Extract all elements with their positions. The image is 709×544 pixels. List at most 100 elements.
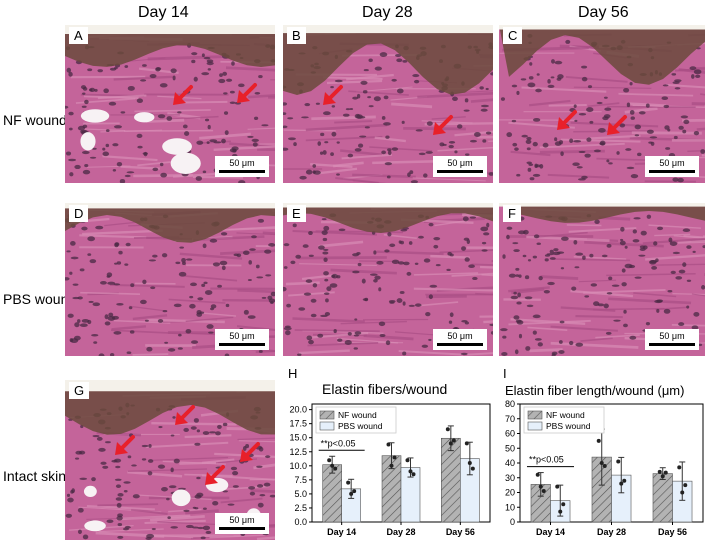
collagen-fiber <box>437 146 493 152</box>
cell-nucleus <box>480 104 489 108</box>
cell-nucleus <box>302 244 309 248</box>
data-point <box>445 427 450 432</box>
cell-nucleus <box>574 266 580 269</box>
data-point <box>467 461 472 465</box>
cell-nucleus <box>116 261 122 265</box>
background-clear-area <box>283 203 493 208</box>
cell-nucleus <box>287 137 296 141</box>
cell-nucleus <box>256 276 264 279</box>
cell-nucleus <box>619 123 626 128</box>
collagen-fiber <box>184 275 238 282</box>
panel-letter: B <box>287 27 306 44</box>
cell-nucleus <box>222 71 228 76</box>
collagen-fiber <box>315 230 404 234</box>
adipose-vacuole <box>80 132 96 151</box>
cell-nucleus <box>524 296 533 300</box>
y-tick-label: 40 <box>505 458 515 468</box>
cell-nucleus <box>248 260 252 265</box>
cell-nucleus <box>480 108 488 112</box>
cell-nucleus <box>89 87 96 93</box>
cell-nucleus <box>230 466 238 471</box>
panel-letter: E <box>287 205 306 222</box>
collagen-fiber <box>185 509 219 515</box>
cell-nucleus <box>514 147 519 151</box>
cell-nucleus <box>136 133 143 138</box>
data-point <box>346 480 351 485</box>
cell-nucleus <box>203 56 211 60</box>
cell-nucleus <box>247 278 252 282</box>
cell-nucleus <box>611 284 620 287</box>
cell-nucleus <box>449 312 454 318</box>
cell-nucleus <box>408 241 413 245</box>
cell-nucleus <box>166 116 173 121</box>
collagen-fiber <box>256 536 275 540</box>
cell-nucleus <box>571 286 577 291</box>
data-point <box>535 472 540 477</box>
cell-nucleus <box>668 237 673 243</box>
collagen-fiber <box>587 134 641 140</box>
collagen-fiber <box>214 452 275 458</box>
cell-nucleus <box>525 346 531 351</box>
cell-nucleus <box>575 342 584 347</box>
cell-nucleus <box>104 314 109 320</box>
cell-nucleus <box>202 525 211 531</box>
cell-nucleus <box>337 338 343 342</box>
red-arrow-icon <box>237 83 257 103</box>
cell-nucleus <box>323 225 330 231</box>
collagen-fiber <box>292 229 377 236</box>
x-tick-label: Day 28 <box>597 527 626 537</box>
scale-bar-line <box>649 170 695 173</box>
cell-nucleus <box>481 241 487 245</box>
cell-nucleus <box>629 82 633 86</box>
cell-nucleus <box>701 285 705 290</box>
cell-nucleus <box>77 529 82 535</box>
data-point <box>663 470 668 475</box>
cell-nucleus <box>639 247 646 251</box>
cell-nucleus <box>613 319 621 322</box>
cell-nucleus <box>506 234 510 240</box>
red-arrow-icon <box>323 85 343 105</box>
collagen-fiber <box>696 127 705 131</box>
cell-nucleus <box>103 88 109 94</box>
cell-nucleus <box>72 296 80 300</box>
cell-nucleus <box>84 99 89 105</box>
cell-nucleus <box>229 101 236 105</box>
collagen-fiber <box>529 99 571 107</box>
cell-nucleus <box>558 350 565 354</box>
cell-nucleus <box>253 116 259 121</box>
scale-bar-label: 50 μm <box>447 158 473 168</box>
cell-nucleus <box>414 262 419 265</box>
cell-nucleus <box>202 507 207 510</box>
cell-nucleus <box>183 427 189 433</box>
cell-nucleus <box>508 273 516 278</box>
cell-nucleus <box>460 352 468 356</box>
x-tick-label: Day 56 <box>446 527 475 537</box>
collagen-fiber <box>536 231 588 238</box>
cell-nucleus <box>217 284 222 288</box>
collagen-fiber <box>305 135 383 142</box>
cell-nucleus <box>68 71 73 77</box>
y-tick-label: 17.5 <box>289 419 307 429</box>
cell-nucleus <box>401 120 405 124</box>
scale-bar-line <box>219 343 265 346</box>
cell-nucleus <box>502 254 506 259</box>
cell-nucleus <box>210 304 217 309</box>
cell-nucleus <box>364 126 370 129</box>
data-point <box>683 483 688 488</box>
collagen-fiber <box>97 503 159 507</box>
cell-nucleus <box>582 255 586 260</box>
cell-nucleus <box>330 86 334 89</box>
cell-nucleus <box>257 502 264 508</box>
cell-nucleus <box>196 429 201 433</box>
collagen-fiber <box>237 288 275 294</box>
collagen-fiber <box>479 265 493 269</box>
collagen-fiber <box>184 434 232 439</box>
collagen-fiber <box>510 318 586 325</box>
cell-nucleus <box>82 169 91 175</box>
cell-nucleus <box>533 118 541 122</box>
collagen-fiber <box>285 281 320 286</box>
cell-nucleus <box>692 250 696 254</box>
cell-nucleus <box>310 313 317 318</box>
cell-nucleus <box>146 533 155 539</box>
data-point <box>602 463 607 468</box>
